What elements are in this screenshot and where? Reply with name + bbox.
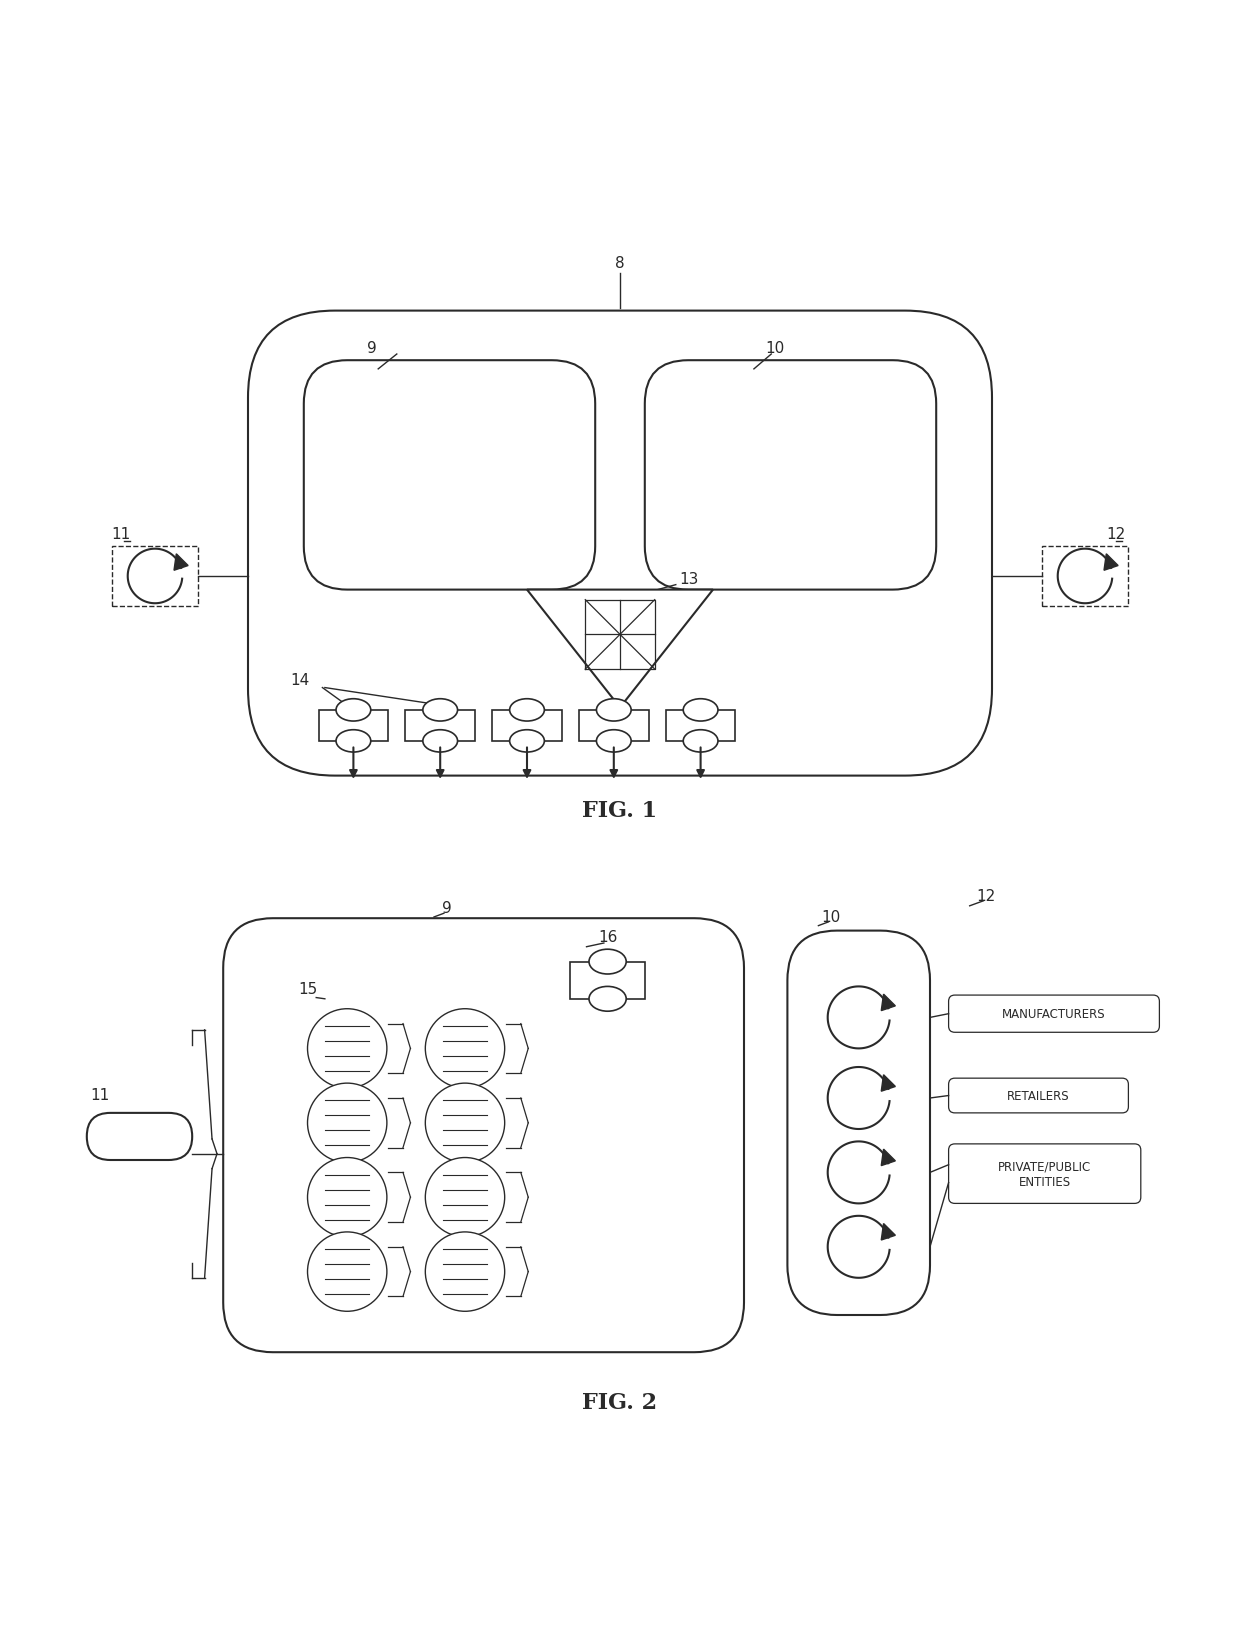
Polygon shape [492, 710, 562, 741]
Text: 10: 10 [765, 341, 785, 356]
Text: 13: 13 [680, 572, 699, 587]
Polygon shape [882, 1224, 895, 1241]
Polygon shape [527, 590, 713, 708]
Circle shape [425, 1010, 505, 1088]
Polygon shape [882, 1075, 895, 1092]
Text: 9: 9 [441, 900, 451, 916]
Ellipse shape [683, 731, 718, 752]
Circle shape [308, 1083, 387, 1162]
Ellipse shape [423, 700, 458, 721]
Text: MANUFACTURERS: MANUFACTURERS [1002, 1008, 1106, 1021]
Text: 12: 12 [976, 888, 996, 903]
Polygon shape [405, 710, 475, 741]
Polygon shape [570, 962, 645, 1000]
Ellipse shape [336, 700, 371, 721]
Polygon shape [174, 554, 188, 570]
Circle shape [308, 1233, 387, 1311]
Text: 14: 14 [290, 672, 310, 687]
Ellipse shape [596, 731, 631, 752]
Polygon shape [1104, 554, 1118, 570]
Circle shape [425, 1157, 505, 1237]
Text: FIG. 1: FIG. 1 [583, 800, 657, 821]
Circle shape [425, 1083, 505, 1162]
Polygon shape [882, 995, 895, 1011]
Ellipse shape [589, 949, 626, 975]
Text: RETAILERS: RETAILERS [1007, 1090, 1070, 1103]
Ellipse shape [683, 700, 718, 721]
Circle shape [425, 1233, 505, 1311]
Text: 10: 10 [821, 910, 841, 924]
Polygon shape [319, 710, 388, 741]
Text: 11: 11 [91, 1088, 110, 1103]
Ellipse shape [589, 987, 626, 1011]
Ellipse shape [336, 731, 371, 752]
Ellipse shape [510, 700, 544, 721]
Text: 9: 9 [367, 341, 377, 356]
Polygon shape [882, 1149, 895, 1165]
Text: 12: 12 [1106, 526, 1126, 541]
Ellipse shape [423, 731, 458, 752]
Circle shape [308, 1010, 387, 1088]
Polygon shape [579, 710, 649, 741]
Text: PRIVATE/PUBLIC
ENTITIES: PRIVATE/PUBLIC ENTITIES [998, 1160, 1091, 1188]
Ellipse shape [510, 731, 544, 752]
Circle shape [308, 1157, 387, 1237]
Text: 15: 15 [298, 982, 317, 997]
Ellipse shape [596, 700, 631, 721]
Polygon shape [666, 710, 735, 741]
Text: 11: 11 [112, 526, 131, 541]
Text: FIG. 2: FIG. 2 [583, 1392, 657, 1413]
FancyBboxPatch shape [87, 1113, 192, 1160]
Text: 8: 8 [615, 256, 625, 270]
Text: 16: 16 [598, 929, 618, 944]
